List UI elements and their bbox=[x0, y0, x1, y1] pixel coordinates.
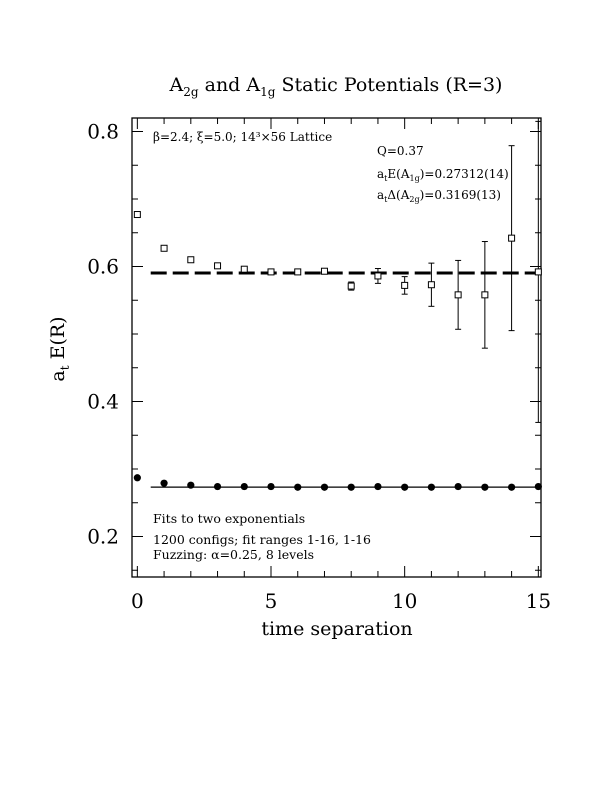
x-tick-label: 0 bbox=[131, 589, 144, 613]
plot-frame bbox=[131, 117, 542, 578]
data-point-circle bbox=[401, 483, 409, 491]
data-point-square bbox=[320, 267, 328, 275]
x-axis-label: time separation bbox=[261, 618, 412, 640]
x-tick-label: 10 bbox=[392, 589, 417, 613]
data-point-circle bbox=[374, 482, 382, 491]
y-tick-label: 0.4 bbox=[87, 390, 119, 414]
data-point-square bbox=[214, 262, 222, 270]
axis-ticks bbox=[132, 118, 541, 577]
data-point-square bbox=[481, 291, 489, 299]
data-point-square bbox=[294, 268, 302, 276]
x-tick-label: 5 bbox=[265, 589, 278, 613]
energy-a1g-annotation: atE(A1g)=0.27312(14) bbox=[377, 167, 509, 183]
data-point-square bbox=[374, 272, 382, 280]
data-point-circle bbox=[240, 482, 248, 491]
y-tick-label: 0.6 bbox=[87, 255, 119, 279]
data-point-circle bbox=[267, 482, 275, 491]
fits-annotation: Fits to two exponentials bbox=[153, 511, 305, 526]
data-point-square bbox=[454, 291, 462, 299]
y-axis-label: at E(R) bbox=[47, 316, 72, 381]
data-point-square bbox=[160, 244, 168, 252]
data-point-circle bbox=[427, 483, 435, 491]
data-point-square bbox=[133, 211, 141, 219]
data-point-square bbox=[401, 281, 409, 289]
data-markers bbox=[133, 211, 542, 491]
data-point-circle bbox=[534, 482, 542, 491]
data-point-circle bbox=[347, 483, 355, 491]
y-tick-label: 0.2 bbox=[87, 525, 119, 549]
data-point-square bbox=[508, 234, 516, 242]
q-annotation: Q=0.37 bbox=[377, 144, 424, 158]
y-tick-label: 0.8 bbox=[87, 120, 119, 144]
data-point-circle bbox=[187, 481, 195, 489]
data-point-square bbox=[187, 256, 195, 264]
data-point-circle bbox=[481, 483, 489, 491]
data-point-square bbox=[534, 268, 542, 276]
lattice-annotation: β=2.4; ξ=5.0; 14³×56 Lattice bbox=[153, 130, 332, 144]
chart-title: A2g and A1g Static Potentials (R=3) bbox=[169, 74, 503, 99]
configs-annotation: 1200 configs; fit ranges 1-16, 1-16 bbox=[153, 532, 371, 547]
data-point-square bbox=[347, 282, 355, 290]
data-point-circle bbox=[160, 479, 168, 487]
data-point-circle bbox=[294, 483, 302, 491]
data-point-circle bbox=[133, 474, 141, 482]
data-point-square bbox=[267, 268, 275, 276]
x-tick-label: 15 bbox=[526, 589, 551, 613]
data-point-circle bbox=[213, 482, 222, 491]
data-point-square bbox=[240, 265, 248, 273]
data-point-circle bbox=[507, 483, 516, 491]
data-point-circle bbox=[320, 483, 329, 491]
data-point-circle bbox=[454, 482, 462, 491]
data-point-square bbox=[427, 281, 435, 289]
tick-labels: 0 5 10 15 0.2 0.4 0.6 0.8 bbox=[87, 120, 551, 614]
gap-a2g-annotation: atΔ(A2g)=0.3169(13) bbox=[377, 188, 501, 204]
fuzzing-annotation: Fuzzing: α=0.25, 8 levels bbox=[153, 547, 314, 562]
